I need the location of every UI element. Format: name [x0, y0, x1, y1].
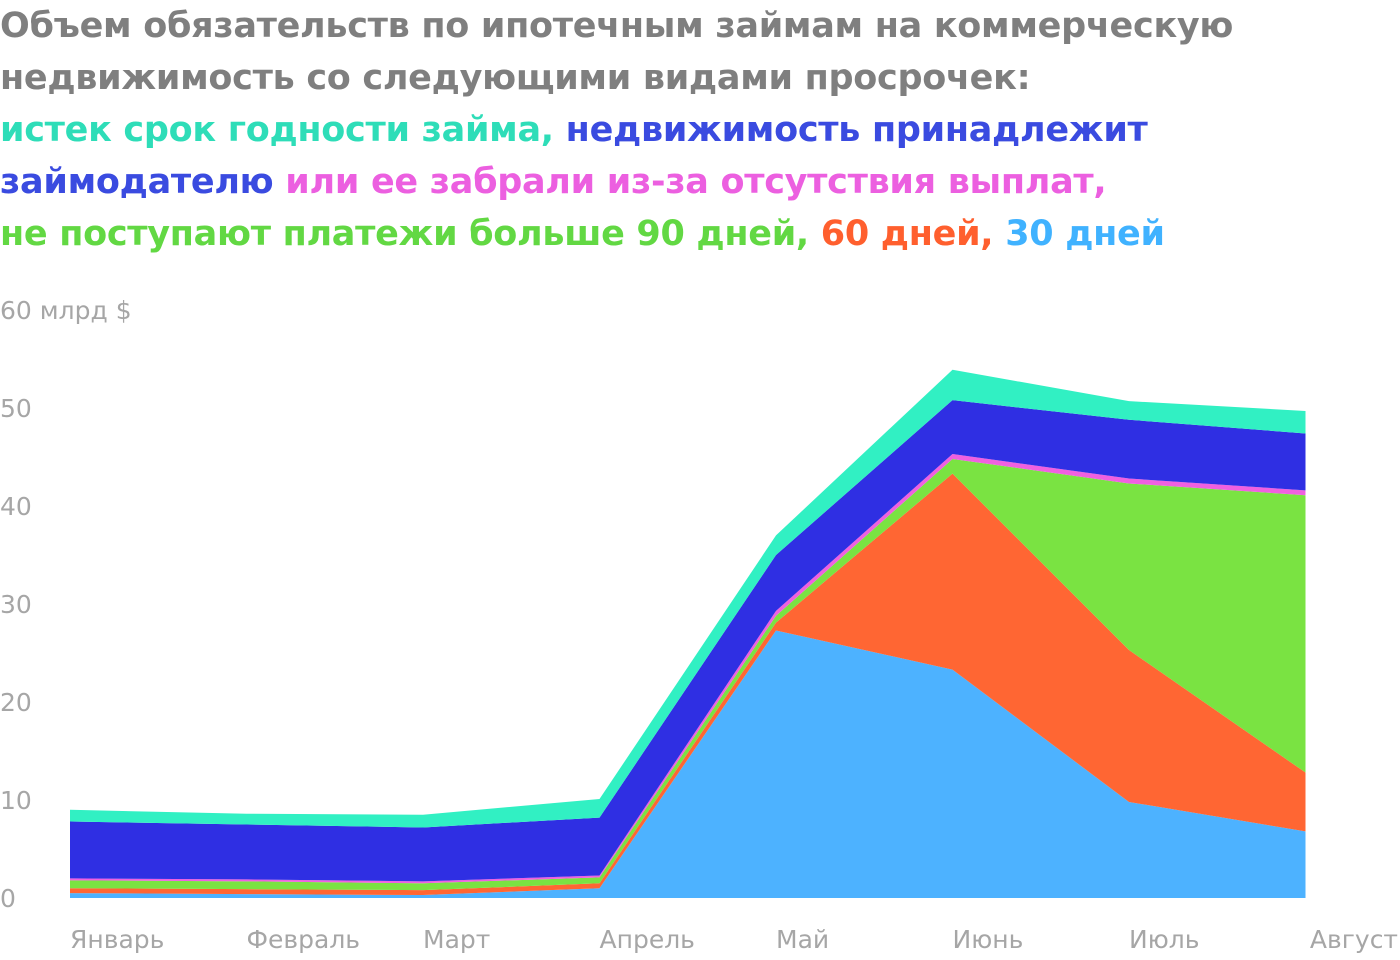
- y-tick-label: 40: [0, 492, 32, 521]
- title-segment: недвижимость со следующими видами просро…: [0, 58, 1031, 98]
- title-segment: 60 дней,: [808, 214, 994, 254]
- y-tick-label: 30: [0, 590, 32, 619]
- y-tick-label: 10: [0, 786, 32, 815]
- title-line: недвижимость со следующими видами просро…: [0, 52, 1400, 104]
- title-segment: недвижимость принадлежит: [553, 110, 1148, 150]
- chart-title: Объем обязательств по ипотечным займам н…: [0, 0, 1400, 260]
- area-series-0: [70, 630, 1306, 898]
- y-axis-unit-label: 60 млрд $: [0, 296, 132, 325]
- x-tick-label: Январь: [70, 925, 164, 954]
- title-line: истек срок годности займа, недвижимость …: [0, 104, 1400, 156]
- x-tick-label: Май: [776, 925, 829, 954]
- title-segment: истек срок годности займа,: [0, 110, 554, 150]
- title-segment: 30 дней: [993, 214, 1165, 254]
- title-line: Объем обязательств по ипотечным займам н…: [0, 0, 1400, 52]
- y-tick-label: 0: [0, 884, 16, 913]
- area-series-4: [70, 400, 1306, 882]
- y-axis: 60 млрд $ 0 10 20 30 40 50: [0, 296, 132, 913]
- x-tick-label: Февраль: [247, 925, 361, 954]
- area-series-1: [70, 473, 1306, 896]
- area-series-2: [70, 458, 1306, 891]
- area-series-group: [70, 369, 1306, 898]
- x-tick-label: Апрель: [600, 925, 695, 954]
- x-tick-label: Март: [423, 925, 490, 954]
- title-segment: Объем обязательств по ипотечным займам н…: [0, 6, 1234, 46]
- x-tick-label: Июль: [1129, 925, 1199, 954]
- y-tick-label: 20: [0, 688, 32, 717]
- title-segment: не поступают платежи больше 90 дней,: [0, 214, 809, 254]
- x-axis: Январь Февраль Март Апрель Май Июнь Июль Август: [70, 925, 1398, 954]
- title-segment: займодателю: [0, 162, 274, 202]
- title-segment: или ее забрали из-за отсутствия выплат,: [273, 162, 1107, 202]
- title-line: займодателю или ее забрали из-за отсутст…: [0, 156, 1400, 208]
- y-tick-label: 50: [0, 394, 32, 423]
- title-line: не поступают платежи больше 90 дней, 60 …: [0, 208, 1400, 260]
- area-series-5: [70, 369, 1306, 828]
- x-tick-label: Август: [1310, 925, 1398, 954]
- x-tick-label: Июнь: [953, 925, 1024, 954]
